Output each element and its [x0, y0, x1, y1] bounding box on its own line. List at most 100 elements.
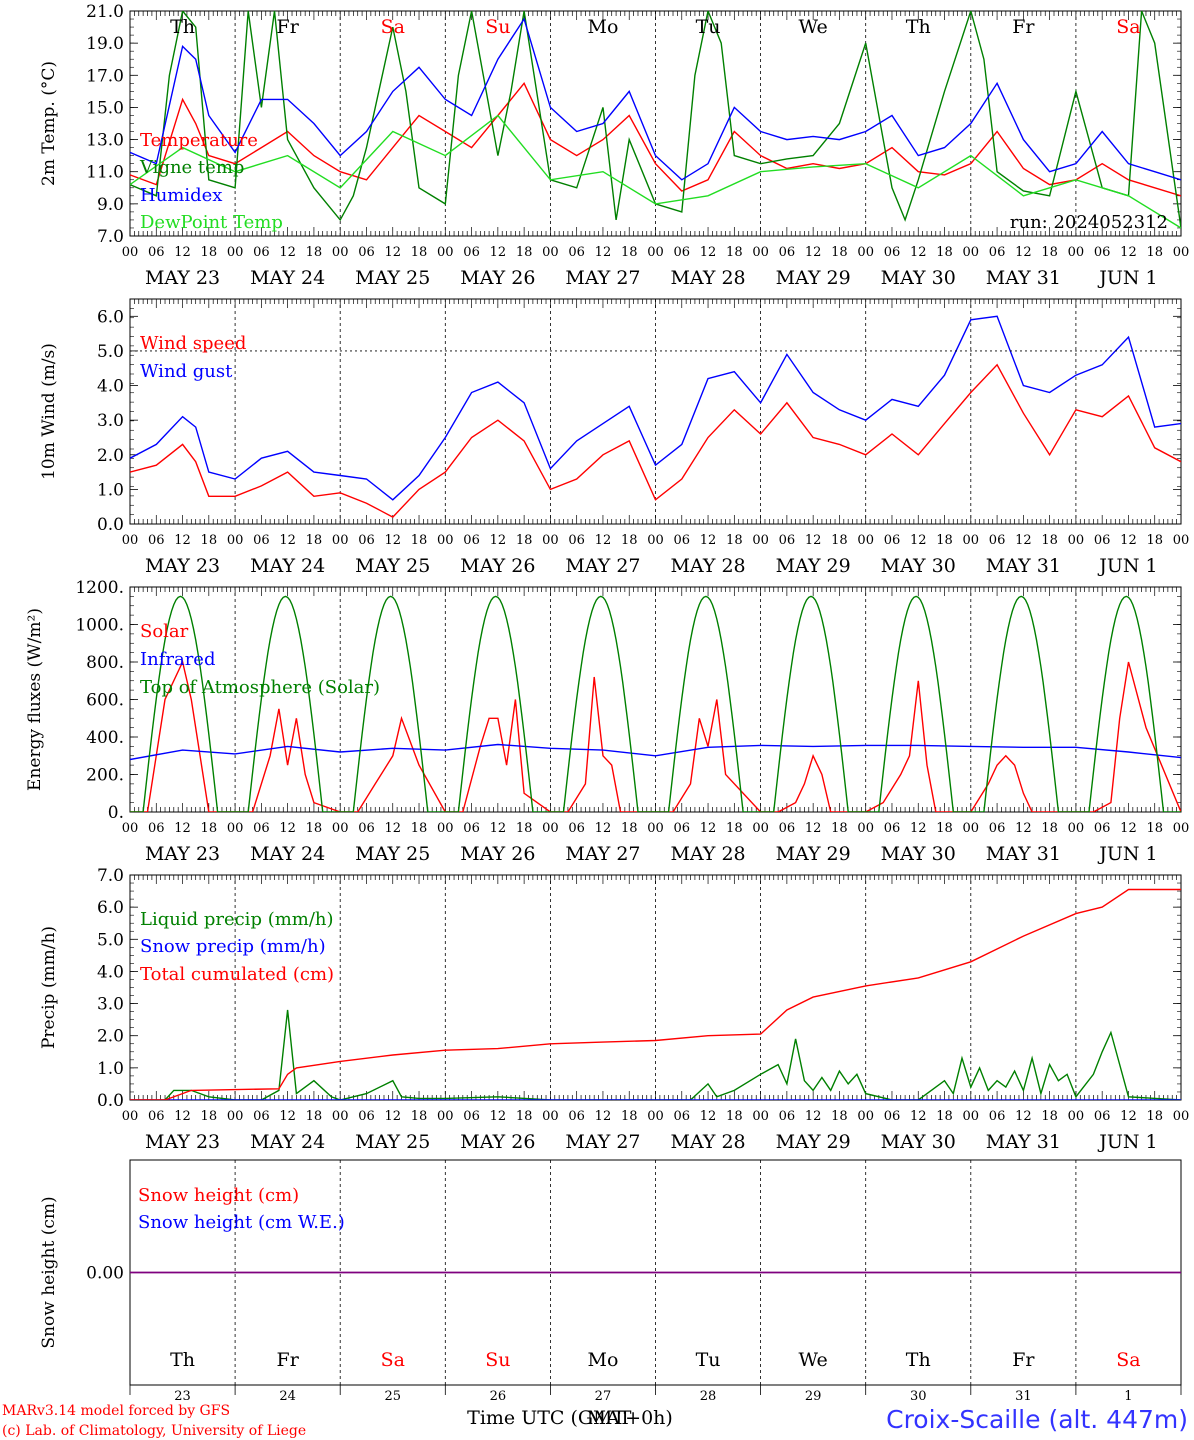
x-hour-label: 00	[332, 533, 349, 548]
x-date-label: MAY 28	[670, 1131, 745, 1153]
y-axis-label: Precip (mm/h)	[39, 926, 59, 1049]
x-hour-label: 06	[674, 821, 691, 836]
x-hour-label: 12	[1120, 245, 1137, 260]
x-hour-label: 00	[1173, 245, 1190, 260]
y-tick-label: 1200.	[75, 578, 124, 598]
series-line-temperature	[130, 81, 1181, 197]
x-hour-label: 06	[568, 245, 585, 260]
x-date-label: MAY 24	[250, 1131, 325, 1153]
x-hour-label: 06	[148, 245, 165, 260]
x-date-label: MAY 24	[250, 267, 325, 289]
x-hour-label: 00	[857, 821, 874, 836]
x-hour-label: 12	[490, 1109, 507, 1124]
legend-entry: Total cumulated (cm)	[140, 964, 334, 985]
x-hour-label: 18	[201, 821, 218, 836]
weekday-label: Sa	[1116, 1349, 1140, 1371]
credit-line: (c) Lab. of Climatology, University of L…	[2, 1423, 306, 1439]
legend-entry: Snow height (cm W.E.)	[138, 1212, 345, 1233]
x-hour-label: 06	[779, 533, 796, 548]
x-hour-label: 06	[253, 245, 270, 260]
x-hour-label: 12	[1015, 821, 1032, 836]
x-date-label: MAY 25	[355, 843, 430, 865]
x-axis-title: Time UTC (GMT+0h)	[467, 1407, 673, 1429]
x-hour-label: 12	[700, 245, 717, 260]
x-date-label: MAY 29	[776, 555, 851, 577]
x-hour-label: 00	[437, 533, 454, 548]
weekday-label: Tu	[696, 16, 721, 38]
series-line-humidex	[130, 17, 1181, 181]
x-date-label: MAY 26	[460, 843, 535, 865]
x-hour-label: 12	[384, 245, 401, 260]
x-hour-label: 12	[490, 245, 507, 260]
x-hour-label: 06	[989, 821, 1006, 836]
x-date-label: MAY 28	[670, 555, 745, 577]
y-tick-label: 600.	[86, 691, 124, 711]
x-date-label: MAY 31	[986, 267, 1061, 289]
x-date-label: MAY 29	[776, 267, 851, 289]
x-hour-label: 12	[1015, 533, 1032, 548]
x-hour-label: 12	[805, 533, 822, 548]
panel-0	[129, 10, 1182, 237]
y-axis-label: Energy fluxes (W/m²)	[25, 608, 45, 791]
y-tick-label: 1.0	[97, 480, 124, 500]
x-hour-label: 06	[989, 1109, 1006, 1124]
weekday-label: Mo	[587, 16, 618, 38]
x-hour-label: 06	[463, 1109, 480, 1124]
x-hour-label: 18	[1041, 533, 1058, 548]
x-hour-label: 06	[358, 1109, 375, 1124]
y-tick-label: 2.0	[97, 1027, 124, 1047]
x-hour-label: 06	[1094, 245, 1111, 260]
y-tick-label: 5.0	[97, 342, 124, 362]
credit-line: MARv3.14 model forced by GFS	[2, 1403, 230, 1419]
y-tick-label: 1.0	[97, 1059, 124, 1079]
x-hour-label: 06	[1094, 821, 1111, 836]
panel-4	[129, 1159, 1182, 1395]
x-date-label: MAY 25	[355, 555, 430, 577]
x-date-label: MAY 23	[145, 555, 220, 577]
x-hour-label: 06	[568, 821, 585, 836]
weekday-label: Su	[485, 16, 510, 38]
x-date-label: MAY 30	[881, 843, 956, 865]
y-tick-label: 21.0	[86, 2, 124, 22]
x-axis-title-overlap: MAT	[587, 1407, 632, 1429]
y-tick-label: 0.0	[97, 515, 124, 535]
x-hour-label: 12	[174, 245, 191, 260]
x-hour-label: 06	[148, 533, 165, 548]
x-hour-label: 06	[358, 533, 375, 548]
x-hour-label: 00	[647, 245, 664, 260]
y-tick-label: 19.0	[86, 34, 124, 54]
y-tick-label: 3.0	[97, 995, 124, 1015]
weekday-label: Sa	[381, 1349, 405, 1371]
weekday-label: Th	[170, 16, 195, 38]
x-hour-label: 12	[700, 1109, 717, 1124]
y-tick-label: 3.0	[97, 411, 124, 431]
x-hour-label: 12	[700, 821, 717, 836]
x-hour-label: 12	[279, 821, 296, 836]
weekday-label: Fr	[277, 1349, 300, 1371]
x-date-label: MAY 31	[986, 1131, 1061, 1153]
y-tick-label: 15.0	[86, 98, 124, 118]
x-hour-label: 12	[805, 1109, 822, 1124]
x-hour-label: 06	[884, 245, 901, 260]
weekday-label: Th	[906, 1349, 931, 1371]
x-date-label: MAY 25	[355, 267, 430, 289]
series-line-wind-gust	[130, 315, 1181, 501]
x-hour-label: 18	[936, 533, 953, 548]
x-hour-label: 18	[1041, 245, 1058, 260]
x-hour-label: 18	[1146, 821, 1163, 836]
x-hour-label: 00	[963, 1109, 980, 1124]
x-hour-label: 12	[910, 1109, 927, 1124]
x-hour-label: 00	[437, 245, 454, 260]
x-date-label: MAY 26	[460, 267, 535, 289]
panel-frame	[129, 586, 1182, 813]
x-hour-label: 18	[936, 245, 953, 260]
x-hour-label: 00	[227, 245, 244, 260]
x-hour-label: 18	[936, 821, 953, 836]
x-date-label: JUN 1	[1097, 1131, 1157, 1153]
x-hour-label: 00	[752, 821, 769, 836]
legend-entry: Liquid precip (mm/h)	[140, 909, 334, 930]
panel-1	[129, 298, 1182, 525]
weekday-label: Tu	[696, 1349, 721, 1371]
y-tick-label: 11.0	[86, 163, 124, 183]
